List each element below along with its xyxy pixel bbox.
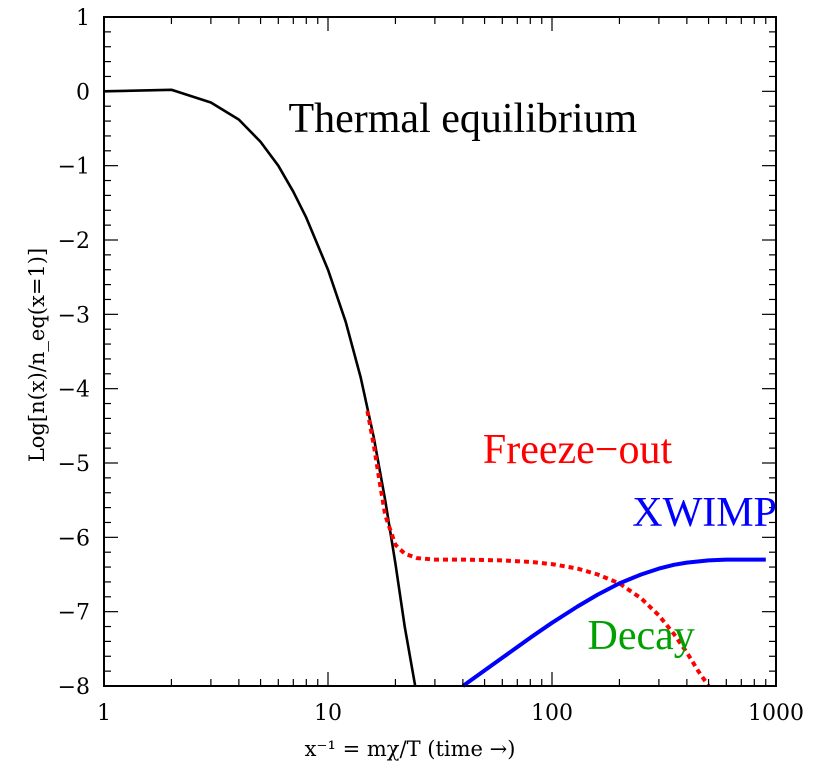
y-tick-label: −1 — [58, 155, 90, 180]
y-tick-label: −8 — [58, 675, 90, 700]
y-tick-label: −2 — [58, 229, 90, 254]
x-tick-label: 1000 — [748, 701, 804, 726]
thermal-equilibrium-curve — [103, 88, 417, 687]
y-tick-label: 1 — [76, 6, 90, 31]
x-tick-label: 1 — [97, 701, 111, 726]
decay-label: Decay — [588, 613, 695, 659]
y-tick-label: −5 — [58, 452, 90, 477]
xwimp-label: XWIMP — [632, 490, 777, 536]
y-tick-label: 0 — [76, 80, 90, 105]
annotations-layer: Thermal equilibrium Freeze−out XWIMP Decay — [288, 96, 776, 659]
x-axis-label: x⁻¹ = mχ/T (time →) — [305, 737, 516, 761]
y-tick-label: −7 — [58, 601, 90, 626]
series-layer — [103, 88, 766, 688]
thermal-equilibrium-label: Thermal equilibrium — [288, 96, 637, 142]
xwimp-curve — [461, 557, 766, 688]
y-tick-label: −6 — [58, 526, 90, 551]
x-tick-label: 10 — [314, 701, 342, 726]
x-tick-label: 100 — [531, 701, 573, 726]
freeze-out-label: Freeze−out — [483, 427, 673, 473]
freeze-out-curve — [365, 410, 711, 688]
plot-frame — [103, 16, 777, 687]
y-tick-label: −4 — [58, 378, 90, 403]
ticks-layer — [103, 16, 776, 687]
y-axis-label: Log[n(x)/n_eq(x=1)] — [25, 248, 49, 462]
y-tick-label: −3 — [58, 303, 90, 328]
